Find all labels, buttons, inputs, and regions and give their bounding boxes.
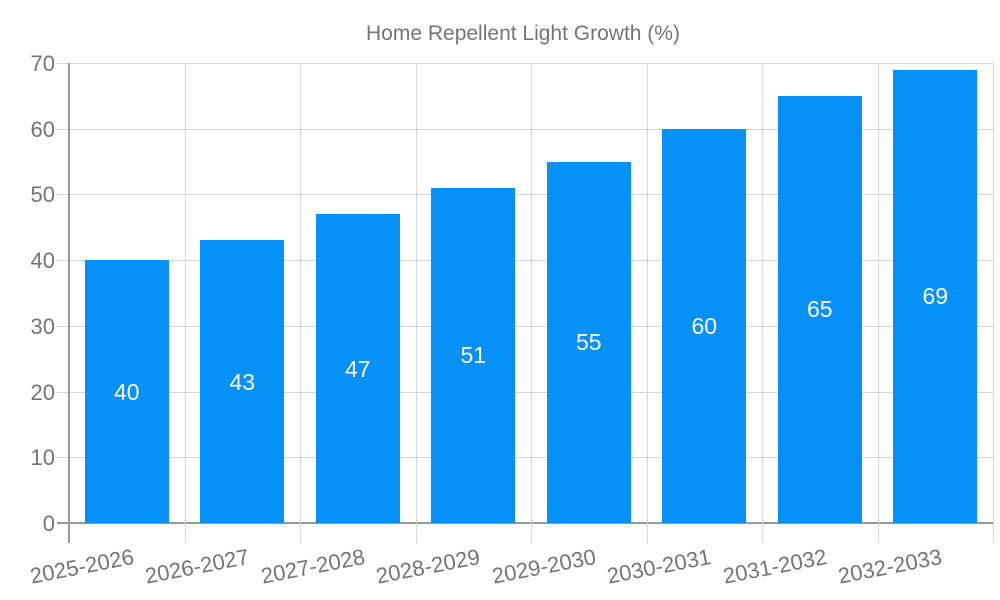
h-gridline (57, 325, 993, 327)
y-tick-label: 50 (30, 182, 55, 208)
x-tick-label: 2032-2033 (835, 544, 945, 589)
x-tick-label: 2026-2027 (142, 544, 252, 589)
y-axis-line (68, 63, 70, 543)
bar-value-label: 51 (460, 342, 487, 369)
h-gridline (57, 194, 993, 196)
y-tick-label: 10 (30, 445, 55, 471)
bar-2031-2032 (777, 95, 862, 523)
legend-label: Home Repellent Light Growth (%) (366, 22, 680, 45)
x-tick-label: 2029-2030 (489, 544, 598, 589)
bar-2028-2029 (431, 187, 516, 523)
x-tick-label: 2028-2029 (373, 544, 483, 589)
bar-2032-2033 (893, 69, 978, 523)
x-axis-line (57, 522, 993, 524)
y-tick-label: 70 (30, 51, 55, 76)
v-gridline (531, 63, 532, 523)
v-gridline (185, 63, 186, 523)
bar-value-label: 65 (806, 296, 833, 323)
x-tick-label: 2025-2026 (27, 544, 136, 589)
v-gridline (878, 63, 879, 523)
h-gridline (57, 128, 993, 130)
x-tick-label: 2031-2032 (720, 544, 829, 589)
chart-legend: Home Repellent Light Growth (%) (270, 22, 680, 46)
x-axis-tick (185, 523, 186, 543)
h-gridline (57, 63, 993, 64)
bar-2025-2026 (84, 260, 169, 523)
y-tick-label: 40 (30, 248, 55, 274)
bar-2026-2027 (200, 240, 285, 523)
v-gridline (993, 63, 994, 523)
y-tick-label: 60 (30, 116, 55, 142)
x-axis-tick (531, 523, 532, 543)
x-axis-tick (647, 523, 648, 543)
bar-value-label: 40 (113, 378, 140, 405)
bar-2027-2028 (315, 214, 400, 523)
y-tick-label: 30 (30, 313, 55, 339)
x-axis-tick (993, 523, 994, 543)
bar-2030-2031 (662, 128, 747, 523)
h-gridline (57, 391, 993, 393)
v-gridline (762, 63, 763, 523)
x-axis-tick (416, 523, 417, 543)
bar-value-label: 69 (922, 283, 949, 310)
h-gridline (57, 457, 993, 459)
x-axis-tick (878, 523, 879, 543)
v-gridline (647, 63, 648, 523)
h-gridline (57, 260, 993, 262)
x-axis-tick (762, 523, 763, 543)
bar-value-label: 55 (575, 329, 602, 356)
v-gridline (300, 63, 301, 523)
y-tick-label: 0 (42, 511, 55, 536)
x-tick-label: 2027-2028 (258, 544, 367, 589)
x-axis-tick (300, 523, 301, 543)
bar-value-label: 43 (229, 368, 256, 395)
bar-value-label: 60 (691, 312, 718, 339)
bar-2029-2030 (546, 161, 631, 523)
y-tick-label: 20 (30, 379, 55, 405)
bar-value-label: 47 (344, 355, 371, 382)
x-tick-label: 2030-2031 (604, 544, 714, 589)
v-gridline (416, 63, 417, 523)
